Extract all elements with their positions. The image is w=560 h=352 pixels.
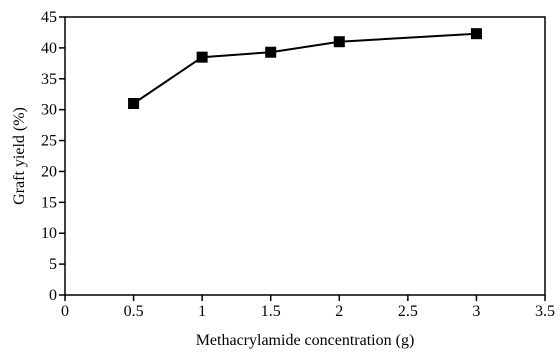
x-axis-ticks: 0 0.5 1 1.5 2 2.5 3 3.5 xyxy=(61,295,555,320)
x-tick-label: 1.5 xyxy=(261,303,281,320)
data-point-marker xyxy=(196,51,208,63)
y-tick-label: 0 xyxy=(49,287,57,304)
x-tick-label: 3.5 xyxy=(535,303,555,320)
x-tick-label: 0.5 xyxy=(124,303,144,320)
y-tick-label: 5 xyxy=(49,256,57,273)
y-tick-label: 45 xyxy=(41,9,57,26)
x-axis-label: Methacrylamide concentration (g) xyxy=(196,332,415,349)
series-line xyxy=(133,32,477,105)
y-tick-label: 35 xyxy=(41,71,57,88)
y-tick-label: 15 xyxy=(41,194,57,211)
data-point-marker xyxy=(333,36,345,48)
y-tick-label: 10 xyxy=(41,225,57,242)
y-tick-label: 25 xyxy=(41,133,57,150)
series-layer xyxy=(128,28,482,109)
x-tick-label: 0 xyxy=(61,303,69,320)
x-tick-label: 1 xyxy=(198,303,206,320)
y-axis-ticks: 0 5 10 15 20 25 30 35 40 45 xyxy=(41,9,65,304)
data-point-marker xyxy=(470,28,482,40)
y-axis-label: Graft yield (%) xyxy=(11,107,28,205)
plot-frame xyxy=(64,16,546,296)
y-tick-label: 40 xyxy=(41,40,57,57)
x-tick-label: 3 xyxy=(472,303,480,320)
y-tick-label: 30 xyxy=(41,102,57,119)
data-point-marker xyxy=(128,97,140,109)
data-point-marker xyxy=(265,46,277,58)
x-tick-label: 2 xyxy=(335,303,343,320)
y-tick-label: 20 xyxy=(41,163,57,180)
x-tick-label: 2.5 xyxy=(398,303,418,320)
